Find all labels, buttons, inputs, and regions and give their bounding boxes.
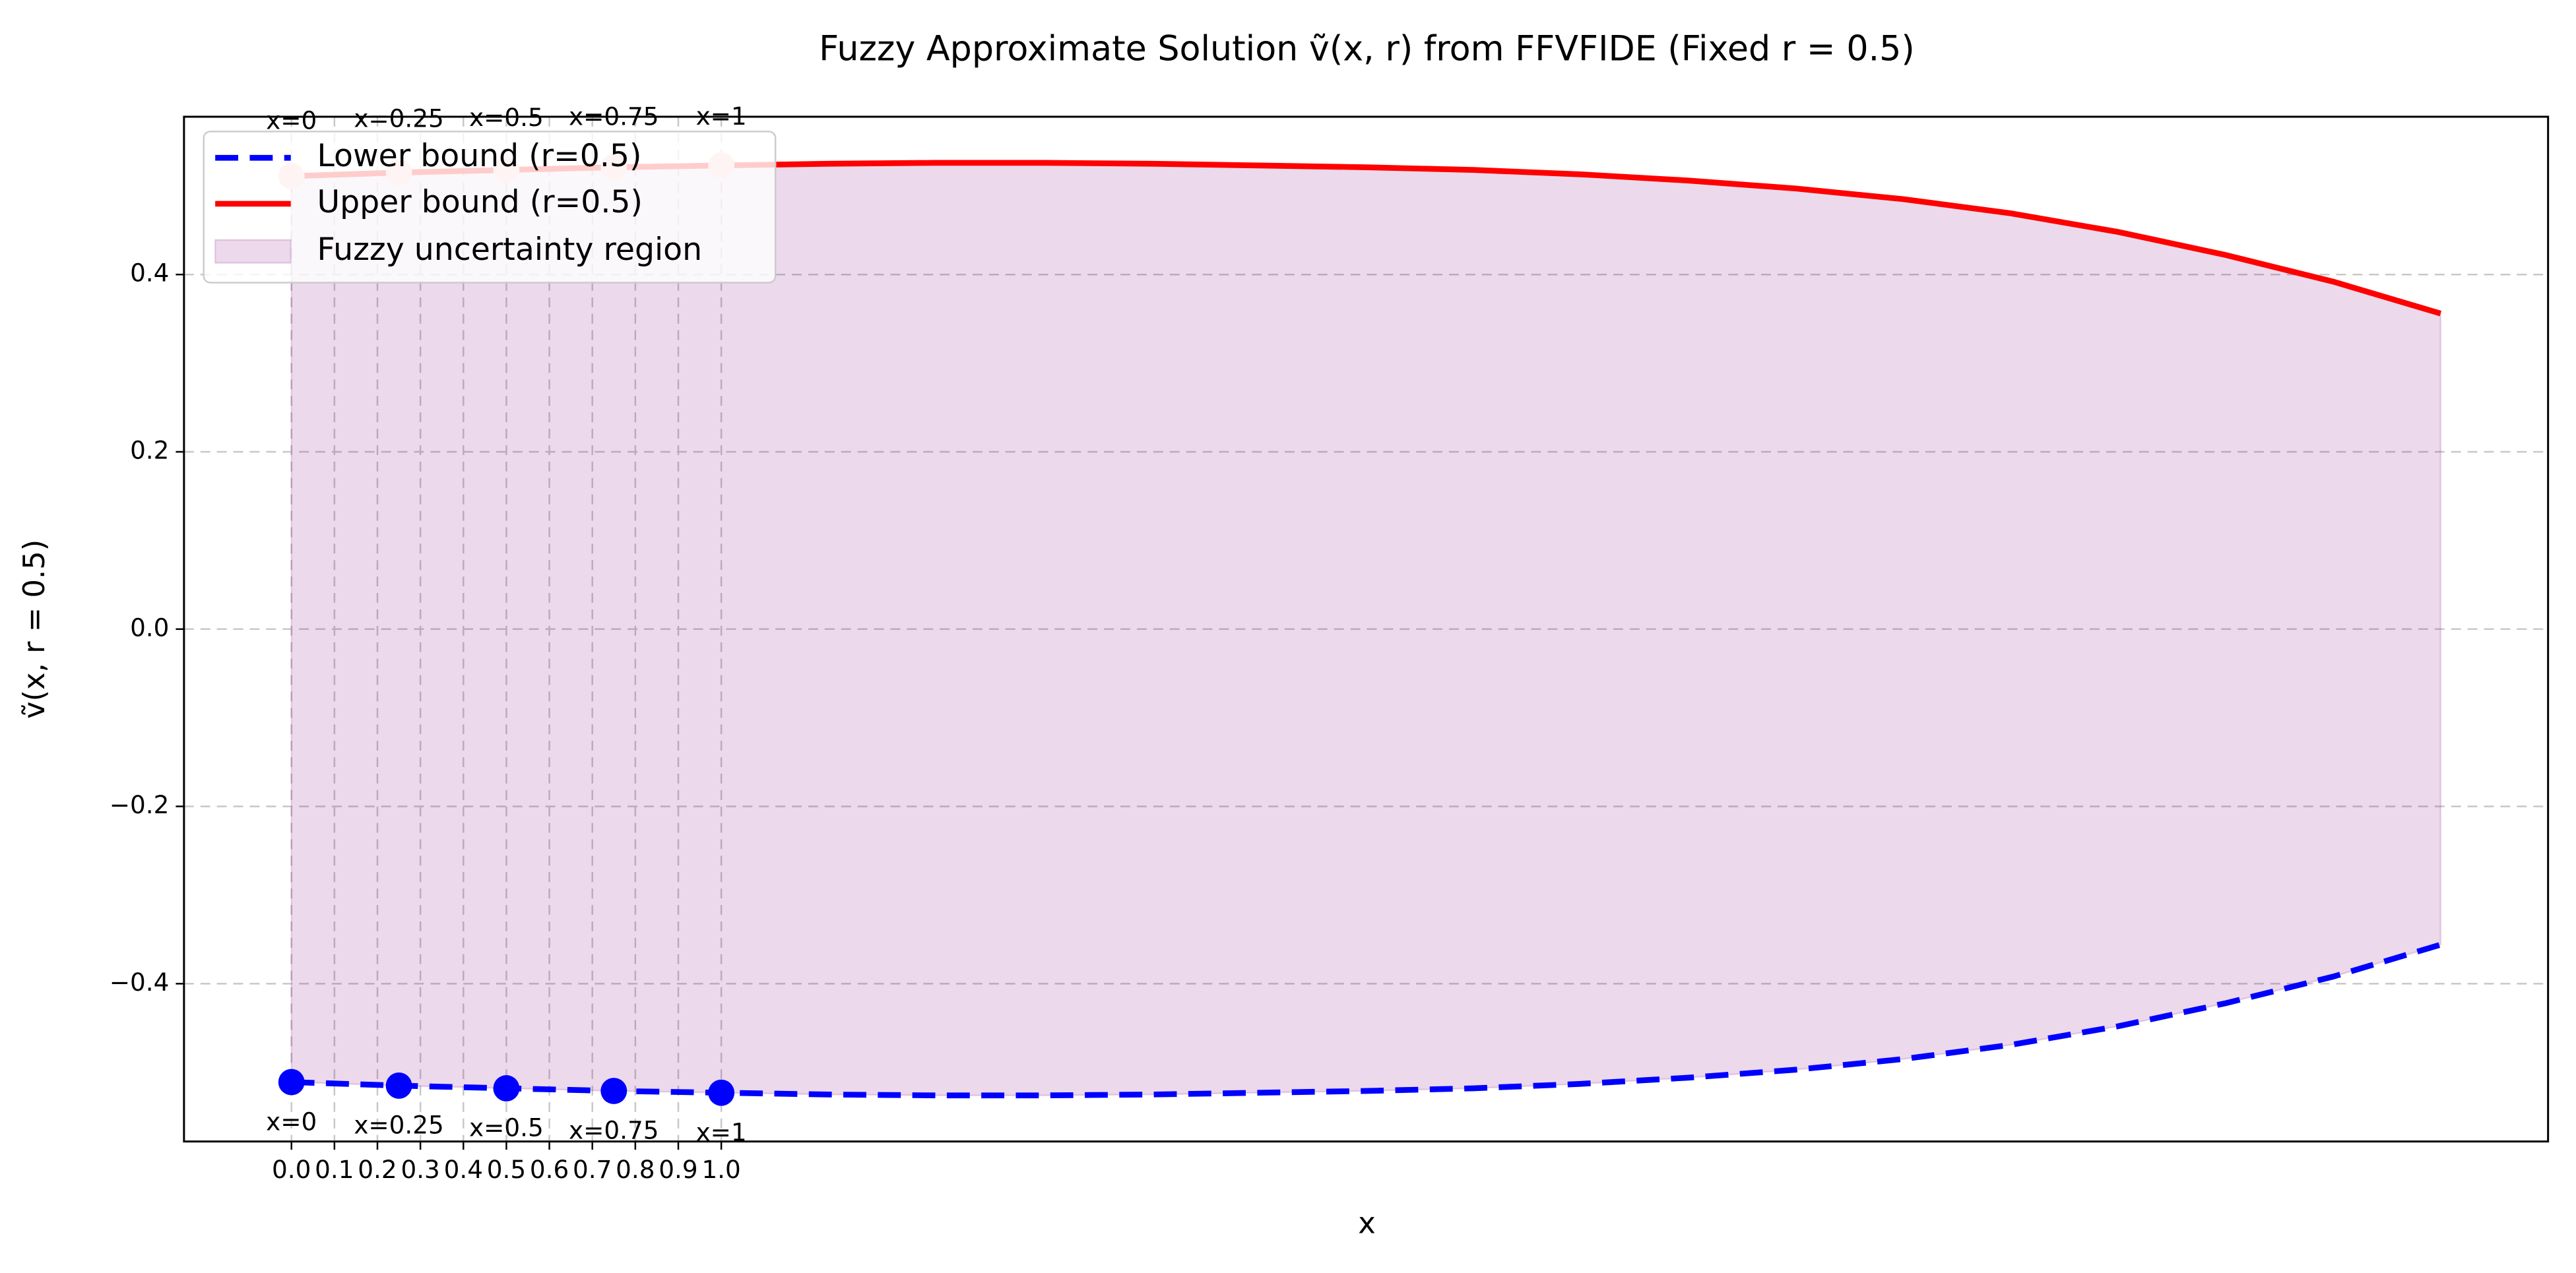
point-marker <box>600 1078 628 1104</box>
legend-handle <box>214 239 292 264</box>
x-tick-label: 0.0 <box>272 1155 311 1184</box>
legend-label: Fuzzy uncertainty region <box>317 232 703 268</box>
uncertainty-region <box>290 162 2442 1096</box>
point-marker <box>278 1069 305 1096</box>
point-label: x=0 <box>266 106 317 135</box>
y-tick-label: 0.0 <box>130 613 169 642</box>
point-marker <box>493 1075 520 1102</box>
x-tick-label: 0.8 <box>616 1155 655 1184</box>
point-label: x=0.5 <box>469 1113 544 1142</box>
series-line <box>291 942 2442 1099</box>
x-tick-label: 0.9 <box>659 1155 697 1184</box>
axes-frame <box>183 115 2550 1143</box>
chart-title: Fuzzy Approximate Solution ṽ(x, r) from … <box>819 28 1915 69</box>
x-axis-label: x <box>1358 1206 1376 1241</box>
y-tick-label: −0.4 <box>110 968 170 997</box>
y-tick-label: −0.2 <box>110 790 170 819</box>
x-tick-label: 0.6 <box>530 1155 569 1184</box>
point-marker <box>385 1072 412 1099</box>
point-label: x=0.25 <box>354 1111 443 1140</box>
legend: Lower bound (r=0.5) Upper bound (r=0.5) Fu… <box>203 131 777 284</box>
y-tick-label: 0.4 <box>130 259 169 288</box>
x-tick-label: 0.1 <box>315 1155 354 1184</box>
legend-label: Lower bound (r=0.5) <box>317 138 642 174</box>
y-axis-label: ṽ(x, r = 0.5) <box>16 540 51 719</box>
x-tick-label: 0.7 <box>573 1155 612 1184</box>
point-label: x=0.25 <box>354 104 443 133</box>
legend-label: Upper bound (r=0.5) <box>317 184 643 220</box>
legend-box <box>203 131 777 284</box>
x-tick-label: 0.2 <box>358 1155 397 1184</box>
x-tick-label: 0.4 <box>444 1155 483 1184</box>
x-tick-label: 0.5 <box>487 1155 526 1184</box>
y-tick-label: 0.2 <box>130 436 169 465</box>
point-label: x=0.75 <box>569 1116 659 1145</box>
x-tick-label: 0.3 <box>401 1155 439 1184</box>
point-marker <box>708 1079 735 1106</box>
x-tick-label: 1.0 <box>701 1155 740 1184</box>
point-label: x=0 <box>266 1107 317 1136</box>
